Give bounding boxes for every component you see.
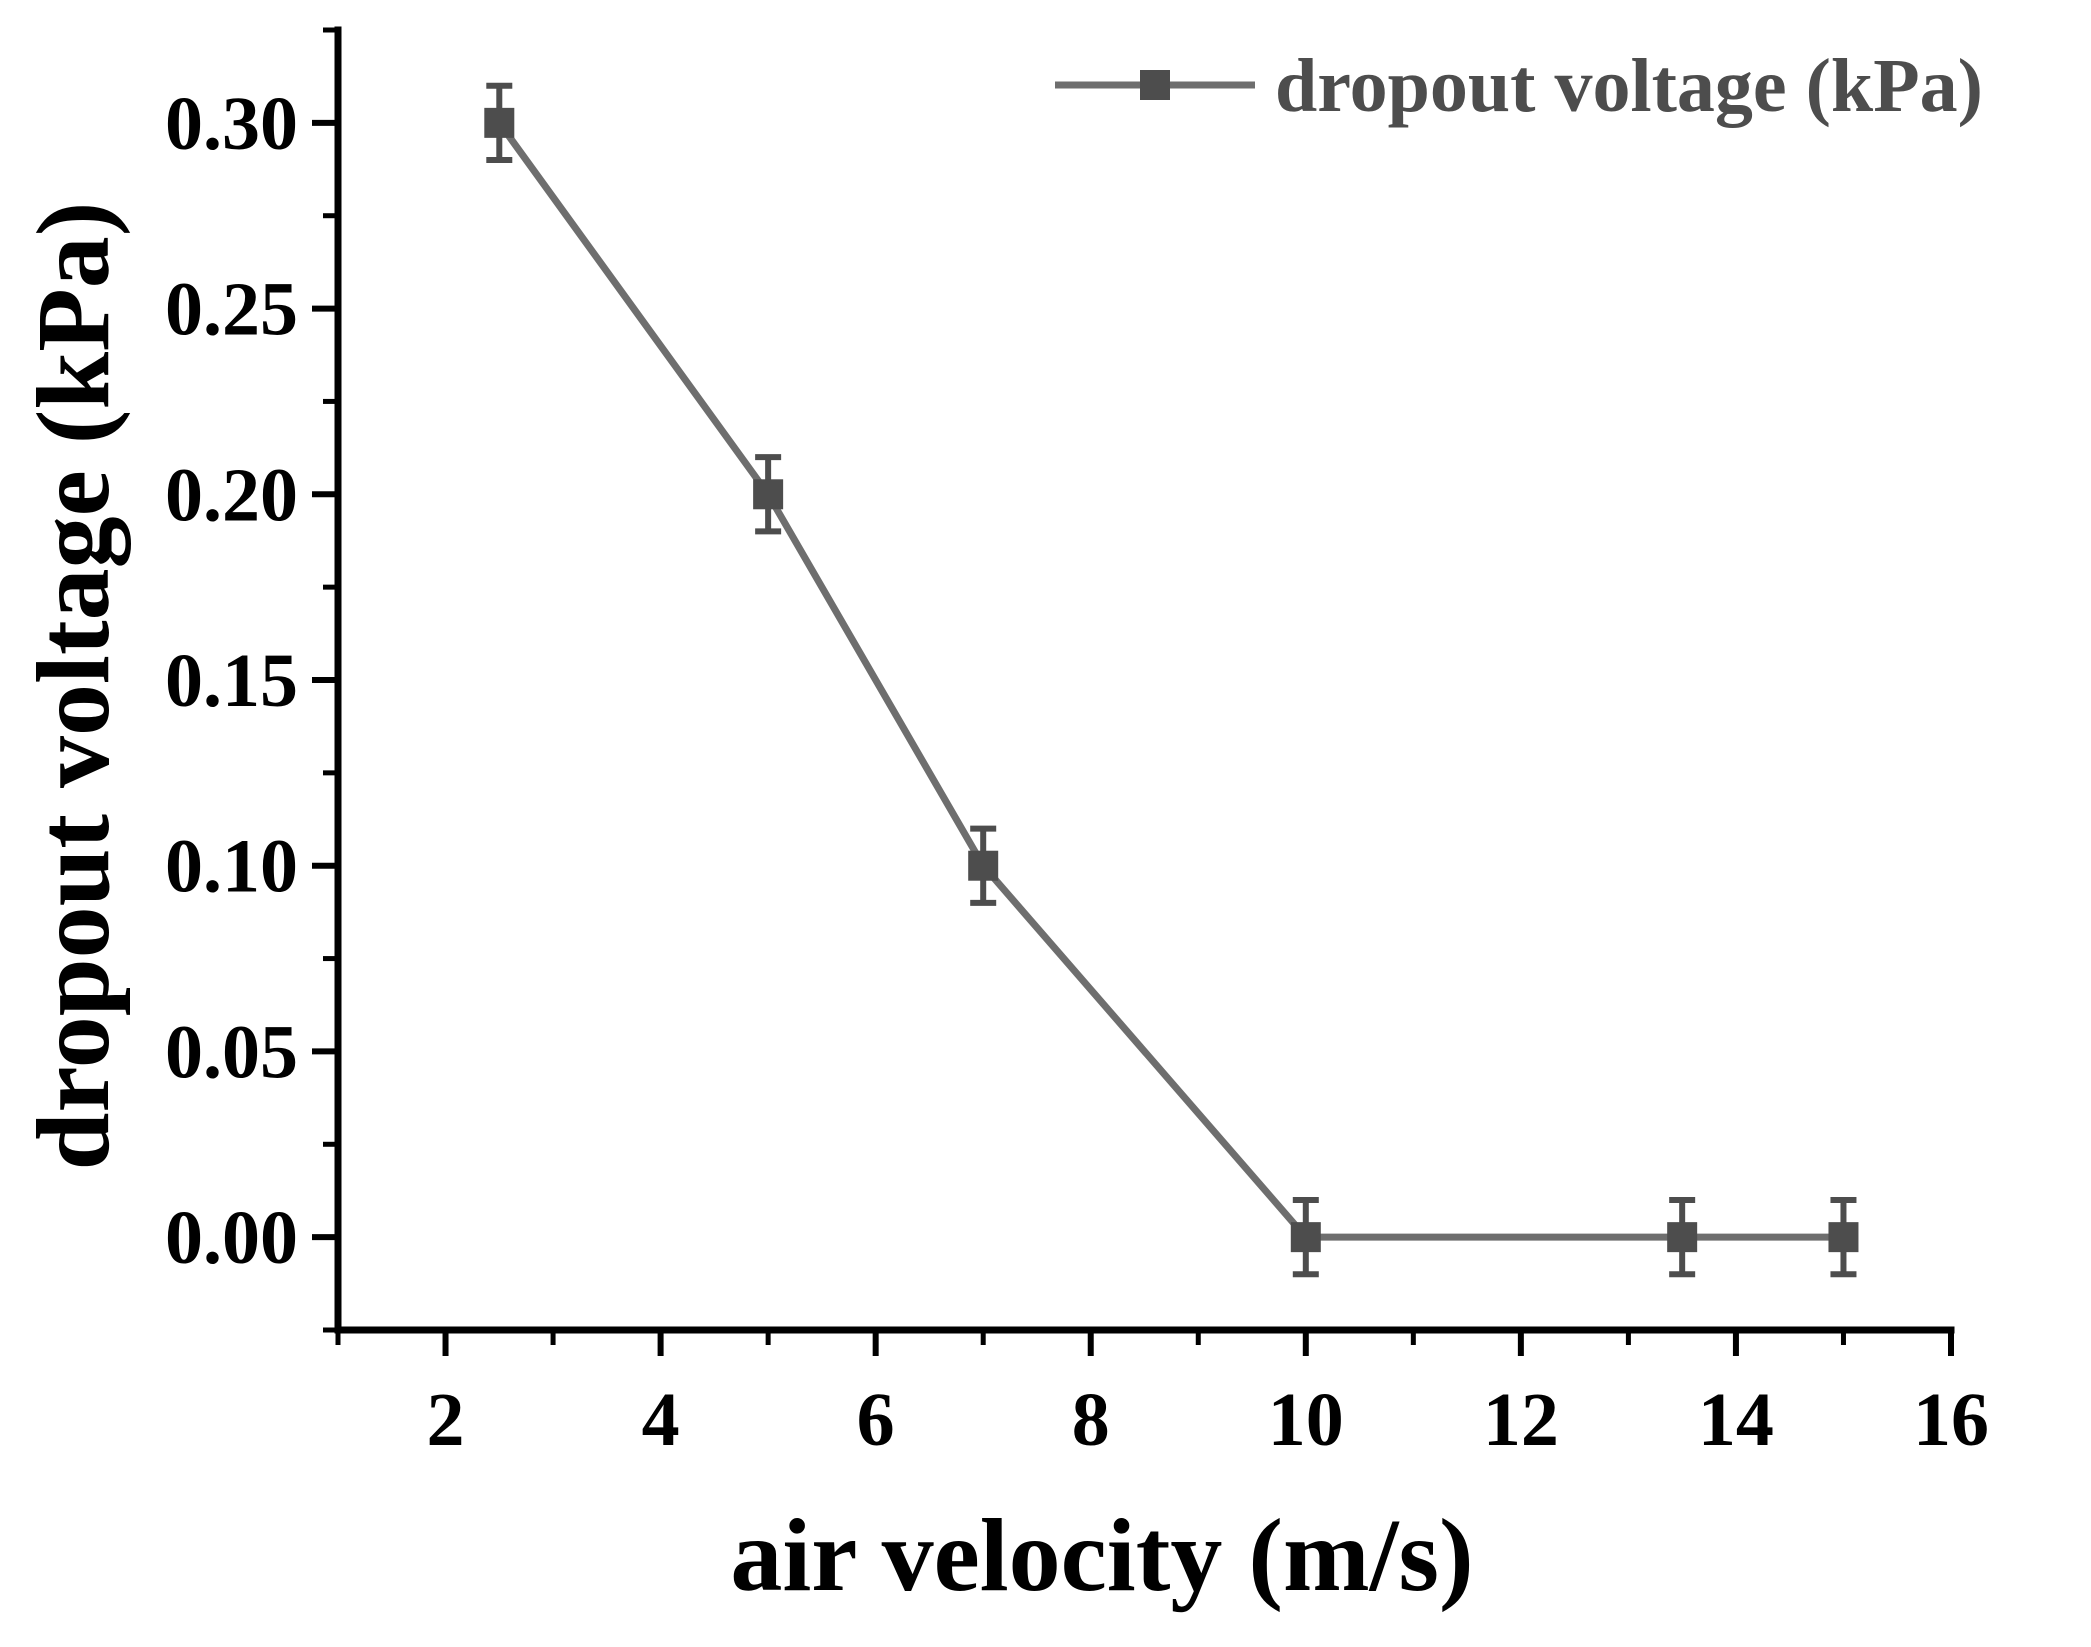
x-tick-label: 6 <box>857 1378 895 1462</box>
legend-marker <box>1140 70 1170 100</box>
x-tick-label: 8 <box>1072 1378 1110 1462</box>
data-point <box>1667 1197 1698 1278</box>
square-marker <box>1828 1222 1859 1253</box>
y-tick-label: 0.25 <box>165 268 298 352</box>
y-tick-label: 0.10 <box>165 825 298 909</box>
x-tick-label: 14 <box>1698 1378 1774 1462</box>
square-marker <box>1667 1222 1698 1253</box>
data-point <box>753 454 784 535</box>
y-tick-label: 0.05 <box>165 1010 298 1094</box>
y-tick-label: 0.20 <box>165 453 298 537</box>
x-tick-label: 12 <box>1483 1378 1559 1462</box>
x-tick-label: 10 <box>1268 1378 1344 1462</box>
square-marker <box>484 107 515 138</box>
legend-label: dropout voltage (kPa) <box>1275 44 1983 128</box>
data-point <box>484 82 515 163</box>
data-series <box>484 82 1859 1278</box>
axes <box>334 26 1955 1334</box>
x-tick-label: 2 <box>427 1378 465 1462</box>
y-axis-title: dropout voltage (kPa) <box>16 202 131 1171</box>
x-axis-title: air velocity (m/s) <box>730 1498 1473 1613</box>
square-marker <box>968 850 999 881</box>
series-line <box>496 120 1844 1241</box>
square-marker <box>1290 1222 1321 1253</box>
legend: dropout voltage (kPa) <box>1055 44 1983 128</box>
square-marker <box>753 479 784 510</box>
data-point <box>968 825 999 906</box>
y-tick-label: 0.15 <box>165 639 298 723</box>
x-tick-label: 4 <box>642 1378 680 1462</box>
y-tick-label: 0.00 <box>165 1196 298 1280</box>
data-point <box>1828 1197 1859 1278</box>
y-tick-label: 0.30 <box>165 82 298 166</box>
x-tick-label: 16 <box>1913 1378 1989 1462</box>
axis-ticks: 2 4 6 8 10 12 14 16 0.00 0.05 0.10 0.15 0.20 0.25 0.30 <box>165 27 1989 1462</box>
data-point <box>1290 1197 1321 1278</box>
